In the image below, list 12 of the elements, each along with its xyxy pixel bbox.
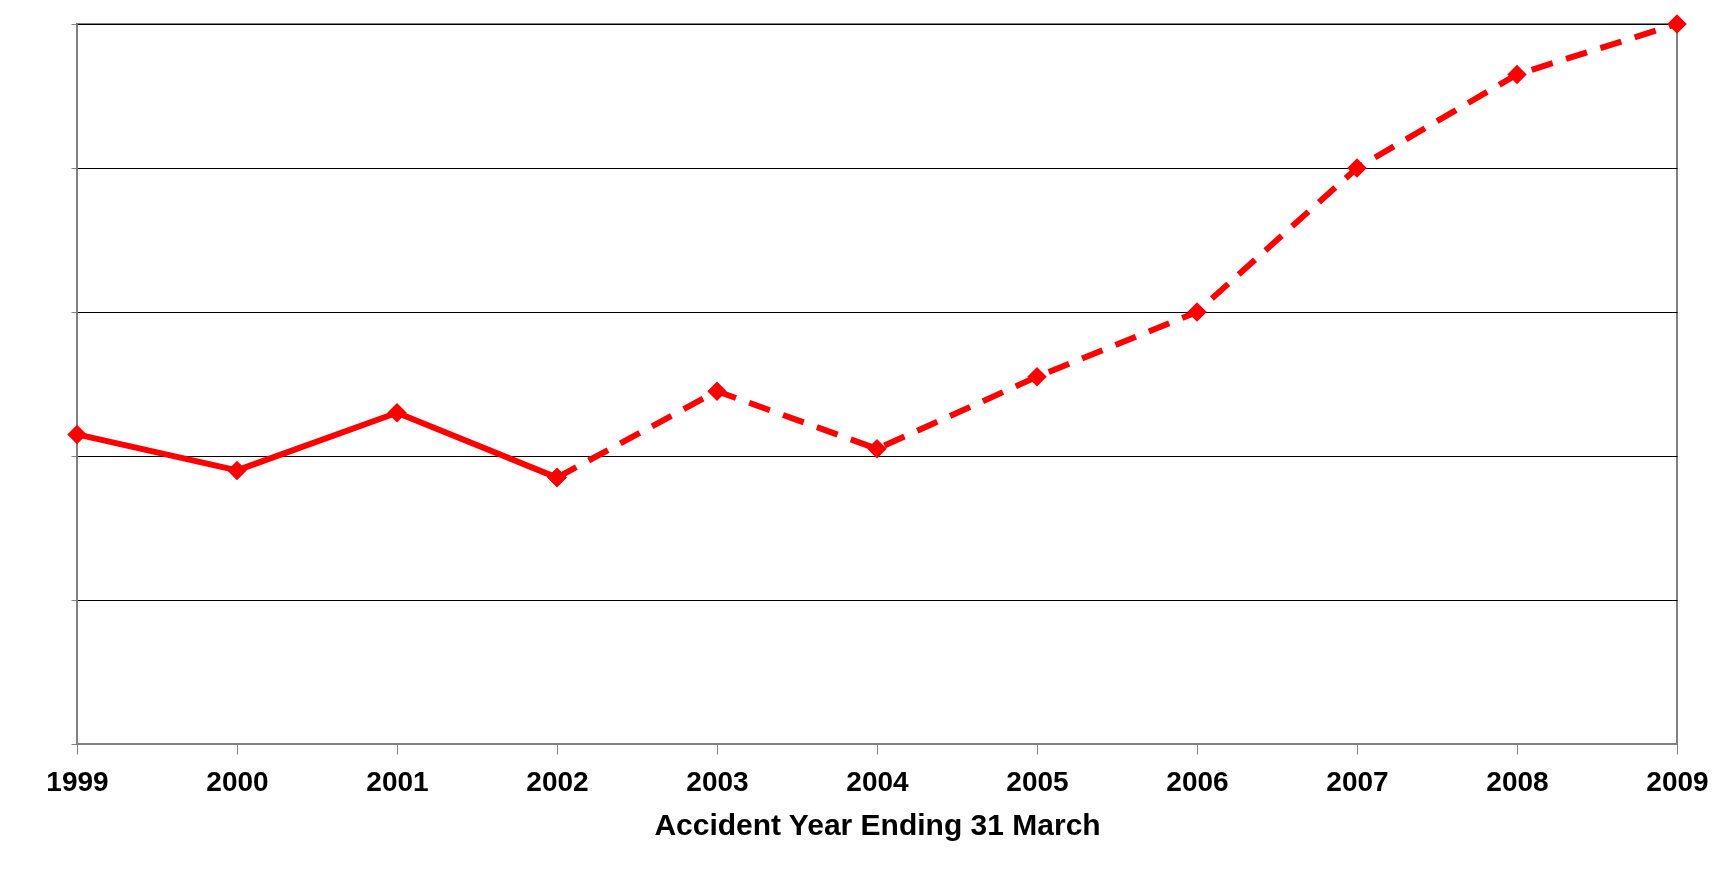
x-tick-label: 2005 (1006, 765, 1069, 797)
x-tick-label: 2001 (366, 765, 429, 797)
x-tick-label: 2000 (206, 765, 269, 797)
x-tick-label: 2007 (1326, 765, 1389, 797)
x-tick-label: 2003 (686, 765, 749, 797)
x-tick-label: 2002 (526, 765, 589, 797)
x-axis-title: Accident Year Ending 31 March (654, 807, 1101, 841)
x-tick-label: 2004 (846, 765, 910, 797)
x-tick-label: 1999 (46, 765, 109, 797)
x-tick-label: 2006 (1166, 765, 1229, 797)
x-tick-label: 2008 (1486, 765, 1549, 797)
x-tick-label: 2009 (1646, 765, 1709, 797)
